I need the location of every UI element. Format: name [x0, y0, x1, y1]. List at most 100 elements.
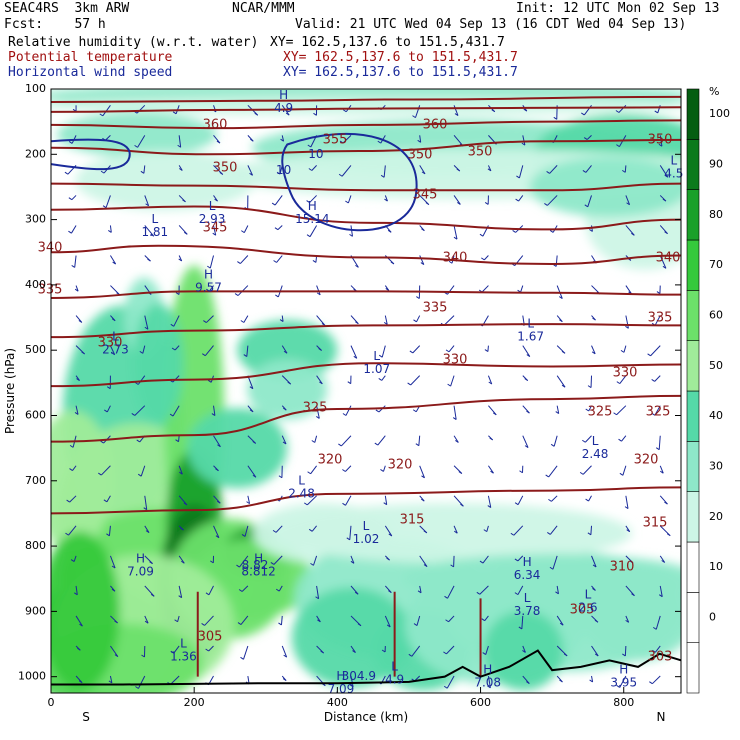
wind-arrow [520, 285, 524, 293]
wind-arrow-head [487, 505, 492, 508]
wind-arrow [274, 195, 283, 206]
wind-extremum-value: 1.07 [363, 362, 390, 376]
wind-arrow [384, 195, 388, 202]
wind-arrow [619, 675, 627, 688]
wind-arrow-head [378, 378, 383, 381]
header-init: Init: 12 UTC Mon 02 Sep 13 [516, 1, 720, 16]
wind-arrow-head [559, 622, 564, 626]
wind-arrow-head [374, 442, 379, 446]
wind-extremum-kind: L [209, 199, 216, 213]
wind-arrow-head [417, 139, 421, 143]
potential-temperature-contours [51, 95, 681, 677]
wind-extremum-kind: L [391, 659, 398, 673]
colorbar-label: 40 [709, 409, 723, 422]
wind-arrow [144, 615, 149, 624]
wind-arrow-head [613, 412, 617, 416]
wind-arrow-head [234, 293, 239, 296]
wind-arrow-head [215, 468, 219, 472]
wind-extremum-kind: H [204, 268, 213, 282]
wind-arrow-head [65, 532, 69, 536]
wind-arrow [243, 315, 249, 323]
wind-extremum-kind: H [336, 669, 345, 683]
wind-arrow [72, 465, 77, 471]
x-tick-label: 400 [327, 696, 348, 709]
wind-arrow-head [664, 501, 668, 505]
wind-arrow [177, 615, 180, 622]
wind-extremum-value: 4.5 [664, 166, 683, 180]
wind-arrow [625, 195, 631, 205]
theta-line-315 [51, 362, 681, 388]
wind-arrow [204, 345, 214, 357]
wind-arrow-head [561, 350, 566, 354]
wind-arrow-head [421, 475, 425, 479]
wind-arrow-head [656, 291, 661, 294]
wind-arrow-head [621, 169, 626, 173]
wind-arrow-head [526, 681, 530, 684]
wind-arrow-head [514, 592, 519, 596]
theta-label: 360 [423, 118, 448, 133]
wind-arrow [213, 225, 217, 236]
wind-arrow-head [134, 144, 138, 148]
wind-arrow [178, 255, 183, 262]
wind-arrow-head [316, 415, 320, 419]
wind-arrow-head [582, 169, 587, 173]
theta-line-330 [51, 244, 681, 265]
wind-arrow-head [106, 533, 110, 537]
wind-arrow-head [175, 439, 179, 443]
wind-arrow-head [102, 205, 107, 209]
wind-extremum-value: 4.9 [274, 101, 293, 115]
wind-arrow-head [625, 325, 629, 329]
wind-arrow [71, 195, 77, 201]
wind-extremum-value: 3.78 [514, 604, 541, 618]
colorbar-unit: % [709, 85, 719, 98]
wind-arrow-head [412, 409, 417, 413]
wind-arrow [453, 405, 457, 420]
wind-arrow [350, 225, 353, 237]
wind-arrow [419, 555, 428, 567]
wind-arrow [591, 645, 599, 657]
wind-arrow [106, 495, 111, 503]
wind-arrow-head [100, 170, 105, 174]
wind-arrow [144, 495, 148, 510]
wind-arrow [419, 135, 422, 143]
wind-arrow-head [338, 173, 343, 177]
wind-arrow-head [252, 441, 257, 444]
colorbar-swatch [686, 642, 700, 694]
wind-extremum-value: 4.9 [385, 672, 404, 686]
theta-line-350 [51, 119, 681, 130]
wind-arrow-head [283, 350, 288, 354]
wind-arrow [590, 525, 593, 535]
wind-arrow [625, 615, 630, 623]
wind-arrow [276, 255, 283, 263]
wind-extremum-value: 7.09 [127, 565, 154, 579]
terrain-line [51, 649, 682, 686]
wind-arrow-head [390, 261, 395, 265]
wind-arrow-head [521, 142, 526, 146]
wind-arrow-head [104, 409, 108, 413]
x-tick-label: 0 [48, 696, 55, 709]
wind-extremum-value: 1.02 [353, 532, 380, 546]
wind-arrow [178, 495, 188, 506]
wind-arrow [316, 405, 320, 419]
x-tick-label: 600 [470, 696, 491, 709]
wind-arrow [173, 645, 180, 654]
colorbar-swatch [686, 189, 700, 241]
wind-arrow-head [68, 230, 72, 234]
extra-label: 304.9 [342, 669, 376, 683]
wind-arrow-head [249, 386, 254, 390]
wind-arrow-head [347, 381, 352, 385]
wind-arrow-head [651, 378, 655, 382]
wind-arrow [350, 555, 355, 564]
wind-arrow-head [114, 620, 118, 624]
theta-label: 330 [98, 336, 123, 351]
wind-arrow [418, 435, 421, 446]
wind-arrow-head [624, 506, 629, 510]
y-tick-label: 600 [25, 408, 46, 421]
rh-cell [271, 503, 632, 564]
field-label-theta: Potential temperature [8, 50, 173, 65]
wind-arrow [240, 255, 249, 264]
wind-arrow [384, 315, 388, 325]
theta-line-355 [51, 106, 681, 113]
wind-arrow-head [592, 588, 596, 591]
wind-extremum-value: 9.57 [195, 281, 222, 295]
